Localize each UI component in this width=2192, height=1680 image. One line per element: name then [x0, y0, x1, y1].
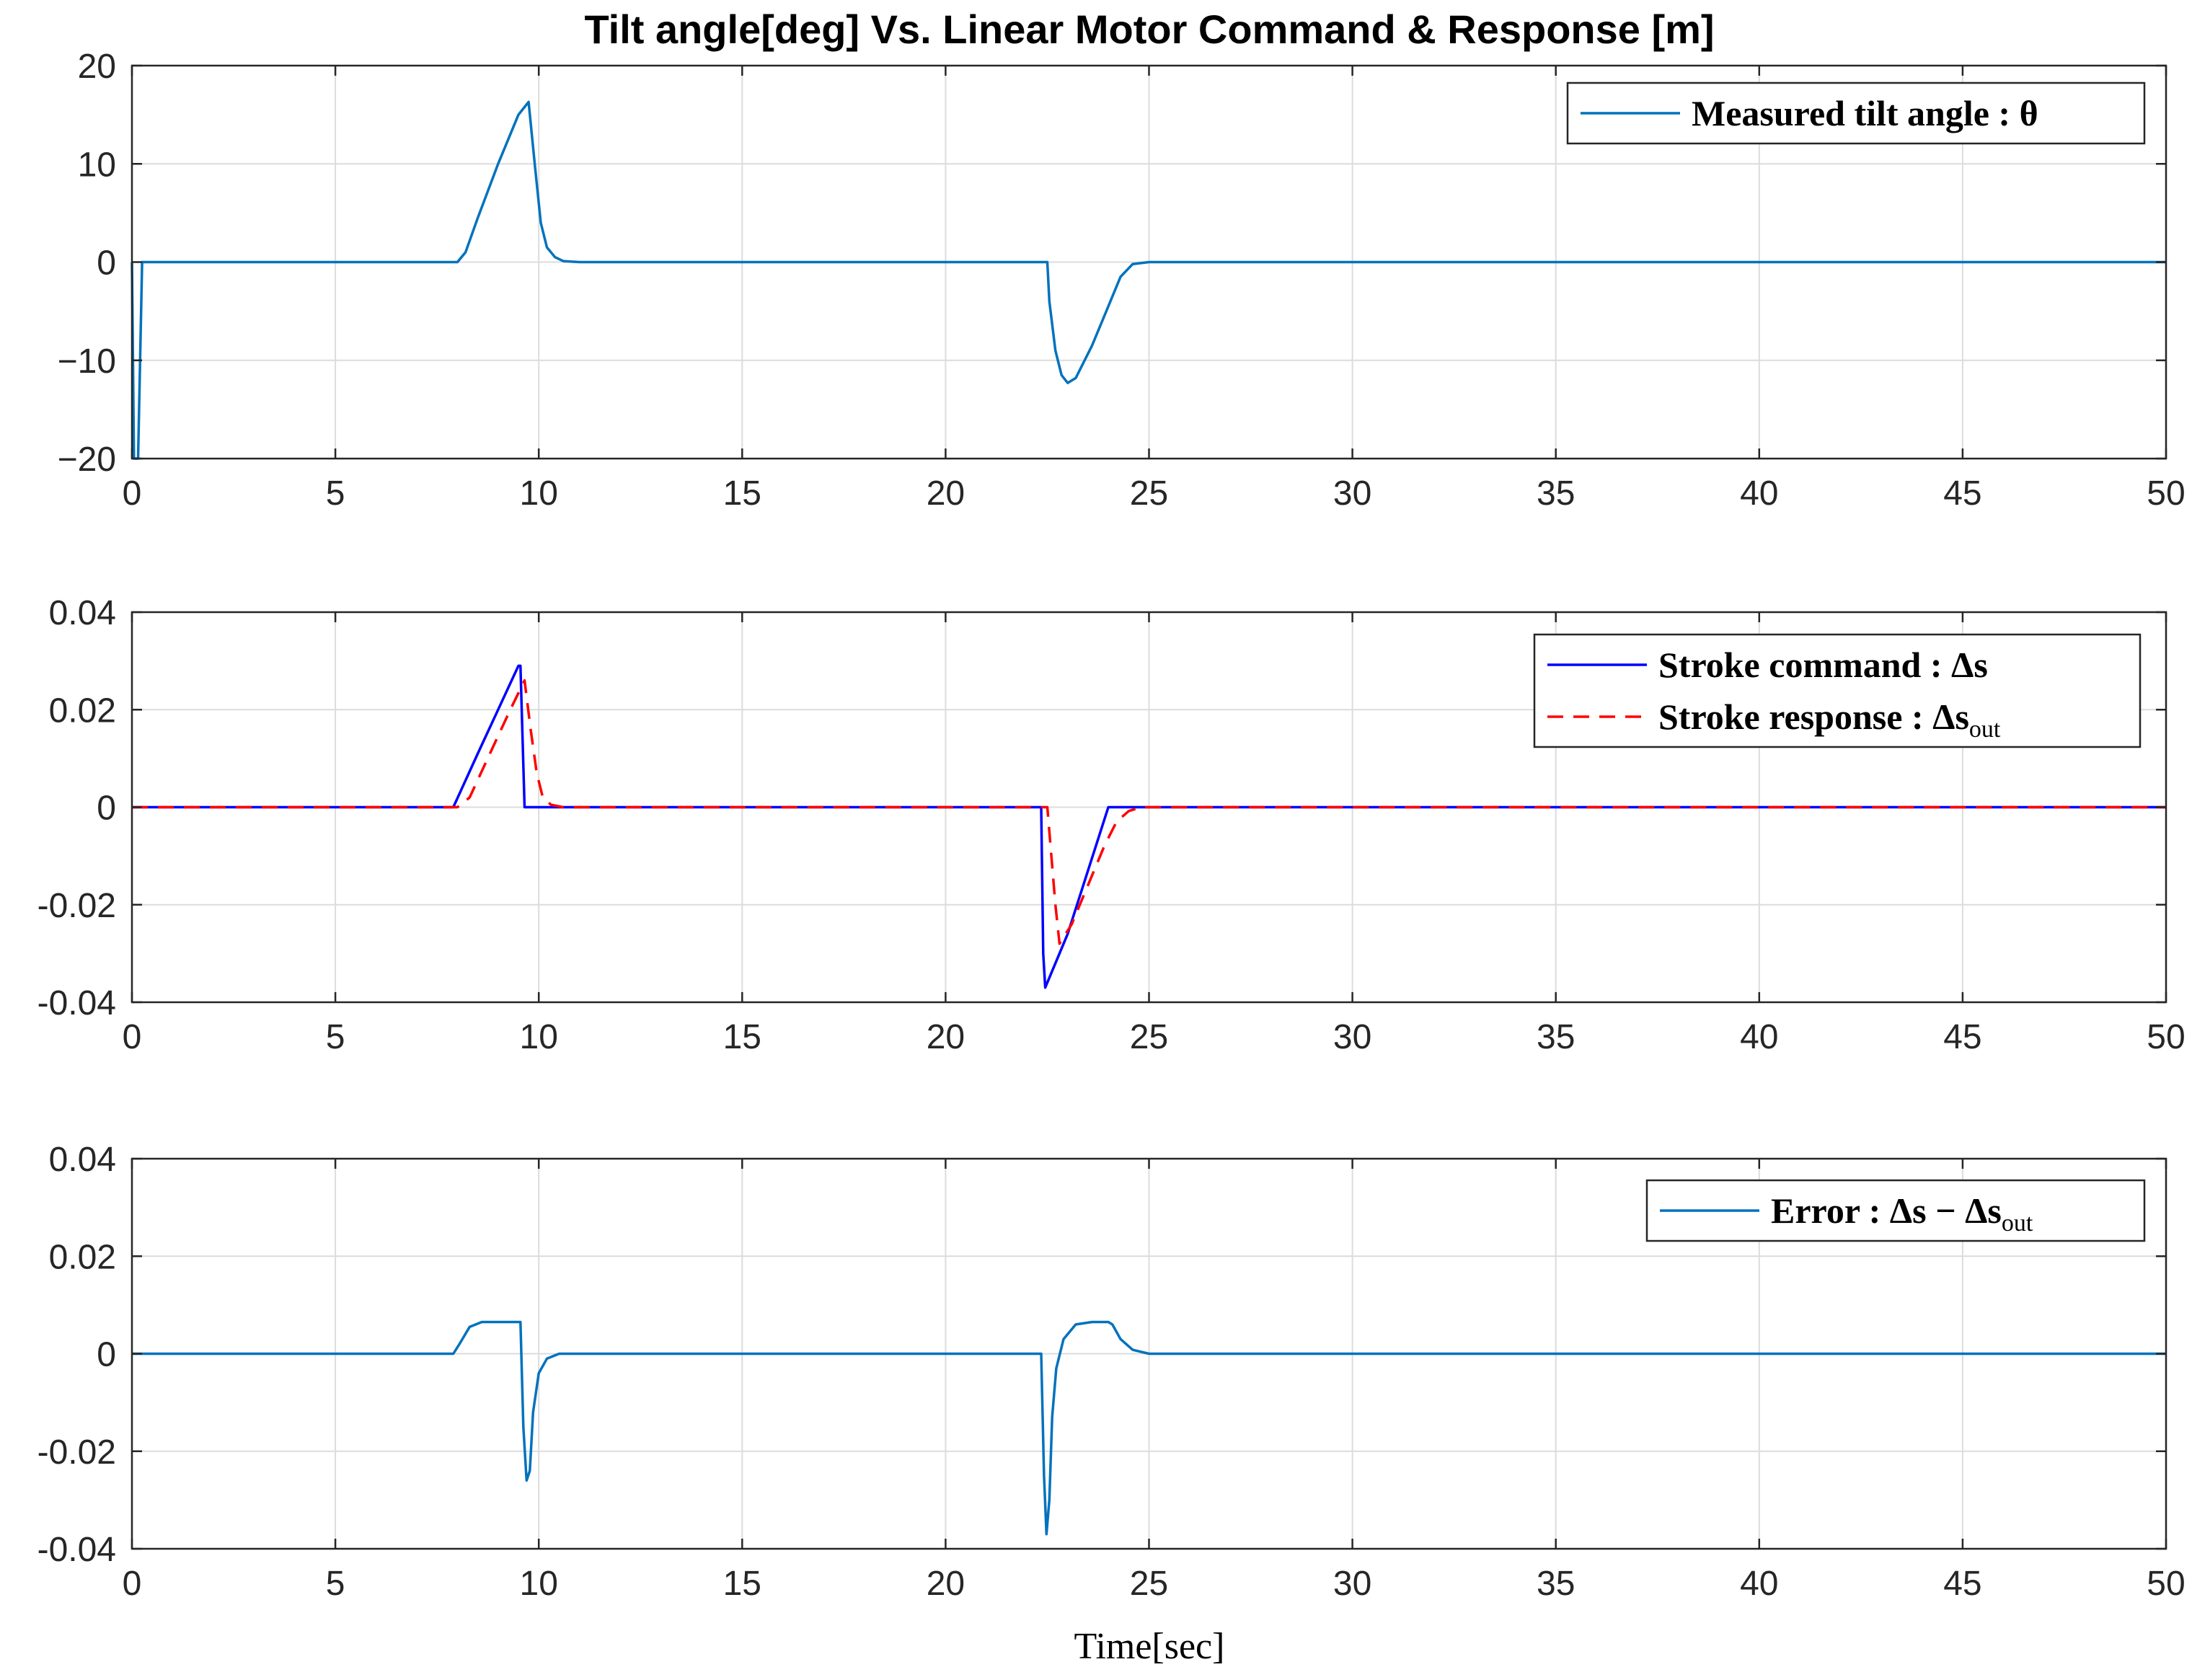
x-tick-label: 40 — [1740, 1565, 1778, 1603]
x-tick-label: 30 — [1333, 474, 1371, 513]
legend: Measured tilt angle : θ — [1566, 81, 2146, 145]
x-tick-label: 45 — [1943, 1018, 1981, 1056]
series-line-1 — [131, 100, 2166, 460]
y-tick-label: -0.04 — [37, 1531, 116, 1569]
series-line-1 — [132, 1320, 2166, 1536]
x-tick-label: 0 — [123, 1565, 142, 1603]
y-tick-label: 0.04 — [49, 1141, 116, 1179]
legend-label: Stroke response : Δsout — [1658, 697, 2001, 743]
subplots: 0 5 10 15 20 25 30 35 40 45 50−20−1001020Measured … — [37, 48, 2186, 1603]
x-tick-label: 25 — [1130, 474, 1168, 513]
legend-box — [1533, 633, 2142, 748]
y-tick-label: -0.02 — [37, 887, 116, 925]
x-tick-label: 35 — [1537, 1018, 1575, 1056]
x-tick-label: 45 — [1943, 1565, 1981, 1603]
legend: Error : Δs − Δsout — [1645, 1179, 2146, 1242]
y-tick-label: −20 — [58, 441, 116, 479]
y-tick-label: −10 — [58, 342, 116, 381]
x-tick-label: 25 — [1130, 1018, 1168, 1056]
x-tick-label: 20 — [927, 474, 965, 513]
series-line-2 — [132, 678, 2166, 945]
y-tick-label: 20 — [78, 48, 116, 86]
x-tick-label: 50 — [2147, 1018, 2185, 1056]
subplot-2: 0 5 10 15 20 25 30 35 40 45 50 -0.04 -0.02 0 0.02 0.04 S… — [37, 594, 2186, 1056]
x-tick-label: 45 — [1943, 474, 1981, 513]
x-tick-label: 35 — [1537, 1565, 1575, 1603]
legend: Stroke command : Δs Stroke response : Δso… — [1533, 633, 2142, 748]
y-tick-label: 0.02 — [49, 691, 116, 730]
x-tick-label: 0 — [123, 474, 142, 513]
x-tick-label: 20 — [927, 1565, 965, 1603]
x-tick-label: 50 — [2147, 1565, 2185, 1603]
y-tick-label: 0.02 — [49, 1238, 116, 1276]
y-tick-label: 10 — [78, 146, 116, 184]
x-tick-label: 35 — [1537, 474, 1575, 513]
x-tick-label: 30 — [1333, 1018, 1371, 1056]
figure-title: Tilt angle[deg] Vs. Linear Motor Command… — [584, 6, 1714, 52]
x-tick-label: 40 — [1740, 1018, 1778, 1056]
x-tick-label: 40 — [1740, 474, 1778, 513]
y-tick-label: -0.04 — [37, 984, 116, 1022]
x-tick-label: 50 — [2147, 474, 2185, 513]
y-tick-label: 0 — [97, 244, 116, 283]
y-tick-label: -0.02 — [37, 1433, 116, 1472]
x-tick-label: 20 — [927, 1018, 965, 1056]
legend-label: Error : Δs − Δsout — [1771, 1190, 2033, 1237]
x-tick-label: 15 — [723, 1018, 761, 1056]
subplot-1: 0 5 10 15 20 25 30 35 40 45 50 −20 −10 0 10 20 Measured … — [58, 48, 2186, 513]
x-axis-label: Time[sec] — [1074, 1626, 1225, 1667]
x-tick-label: 15 — [723, 1565, 761, 1603]
x-tick-label: 5 — [326, 1018, 345, 1056]
x-tick-label: 10 — [520, 1565, 558, 1603]
legend-label: Stroke command : Δs — [1658, 645, 1988, 685]
x-tick-label: 30 — [1333, 1565, 1371, 1603]
y-tick-label: 0 — [97, 1336, 116, 1374]
x-tick-label: 15 — [723, 474, 761, 513]
y-tick-label: 0 — [97, 790, 116, 828]
y-tick-label: 0.04 — [49, 594, 116, 632]
x-tick-label: 10 — [520, 474, 558, 513]
subplot-3: 0 5 10 15 20 25 30 35 40 45 50 -0.04 -0.02 0 0.02 0.04 E… — [37, 1141, 2186, 1603]
x-tick-label: 25 — [1130, 1565, 1168, 1603]
x-tick-label: 5 — [326, 474, 345, 513]
x-tick-label: 10 — [520, 1018, 558, 1056]
x-tick-label: 0 — [123, 1018, 142, 1056]
legend-label: Measured tilt angle : θ — [1692, 93, 2038, 133]
x-tick-label: 5 — [326, 1565, 345, 1603]
